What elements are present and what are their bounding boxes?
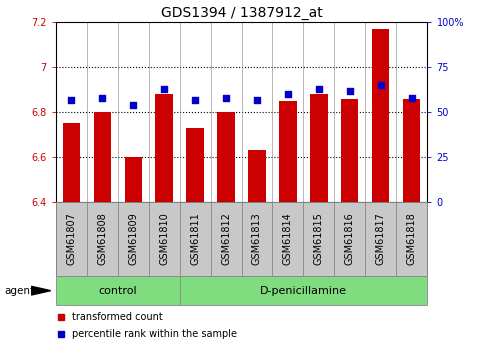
- Text: GSM61811: GSM61811: [190, 213, 200, 265]
- Text: GSM61810: GSM61810: [159, 213, 169, 265]
- Bar: [403, 99, 421, 202]
- Bar: [62, 123, 80, 202]
- Point: [222, 95, 230, 100]
- Polygon shape: [31, 286, 51, 295]
- Bar: [180, 276, 427, 305]
- Point: [67, 97, 75, 102]
- Bar: [86, 202, 117, 276]
- Bar: [217, 112, 235, 202]
- Title: GDS1394 / 1387912_at: GDS1394 / 1387912_at: [161, 6, 322, 20]
- Point: [129, 102, 137, 108]
- Text: GSM61812: GSM61812: [221, 213, 231, 265]
- Text: D-penicillamine: D-penicillamine: [260, 286, 347, 296]
- Bar: [303, 202, 334, 276]
- Bar: [372, 29, 389, 202]
- Bar: [211, 202, 242, 276]
- Point: [160, 86, 168, 91]
- Point: [346, 88, 354, 93]
- Point: [377, 82, 385, 88]
- Bar: [156, 94, 172, 202]
- Text: GSM61817: GSM61817: [376, 213, 386, 265]
- Text: agent: agent: [5, 286, 35, 296]
- Bar: [366, 202, 397, 276]
- Text: GSM61815: GSM61815: [314, 213, 324, 265]
- Point: [191, 97, 199, 102]
- Text: transformed count: transformed count: [72, 312, 163, 322]
- Bar: [149, 202, 180, 276]
- Point: [284, 91, 292, 97]
- Bar: [56, 202, 86, 276]
- Bar: [180, 202, 211, 276]
- Text: GSM61807: GSM61807: [66, 213, 76, 265]
- Bar: [56, 276, 180, 305]
- Text: GSM61813: GSM61813: [252, 213, 262, 265]
- Bar: [125, 157, 142, 202]
- Text: GSM61809: GSM61809: [128, 213, 138, 265]
- Bar: [94, 112, 111, 202]
- Bar: [397, 202, 427, 276]
- Text: GSM61818: GSM61818: [407, 213, 417, 265]
- Text: GSM61814: GSM61814: [283, 213, 293, 265]
- Bar: [341, 99, 358, 202]
- Bar: [117, 202, 149, 276]
- Bar: [272, 202, 303, 276]
- Text: GSM61816: GSM61816: [345, 213, 355, 265]
- Bar: [334, 202, 366, 276]
- Bar: [280, 101, 297, 202]
- Point: [408, 95, 416, 100]
- Text: control: control: [98, 286, 137, 296]
- Bar: [242, 202, 272, 276]
- Bar: [311, 94, 327, 202]
- Text: percentile rank within the sample: percentile rank within the sample: [72, 329, 237, 339]
- Point: [315, 86, 323, 91]
- Point: [98, 95, 106, 100]
- Text: GSM61808: GSM61808: [97, 213, 107, 265]
- Point: [253, 97, 261, 102]
- Bar: [248, 150, 266, 202]
- Bar: [186, 128, 203, 202]
